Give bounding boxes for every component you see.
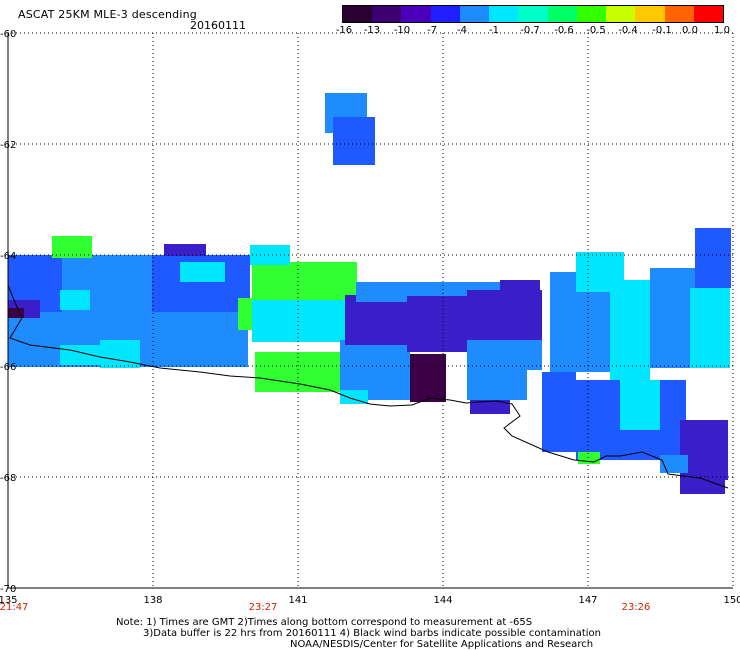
swath-cell	[252, 300, 347, 342]
swath-cell	[180, 262, 225, 282]
swath-cell	[680, 478, 725, 494]
colorbar	[342, 5, 724, 23]
swath-cell	[345, 295, 407, 345]
swath-cell	[340, 390, 368, 404]
lon-tick-label: 147	[578, 595, 597, 606]
swath-cell	[660, 455, 688, 473]
coastline	[7, 284, 729, 489]
swath-cell	[690, 288, 730, 368]
swath-cell	[695, 228, 731, 288]
lon-tick-label: 138	[143, 595, 162, 606]
colorbar-segment-0	[343, 6, 373, 22]
lat-tick-label: -62	[0, 140, 16, 151]
swath-data-layer	[8, 93, 731, 494]
colorbar-segment-5	[489, 6, 519, 22]
lat-tick-label: -60	[0, 29, 16, 40]
swath-cell	[8, 308, 24, 318]
colorbar-label: -0.7	[520, 25, 540, 36]
time-label: 23:26	[622, 602, 651, 613]
colorbar-label: -16	[335, 25, 353, 36]
swath-cell	[60, 290, 90, 310]
colorbar-label: -0.6	[554, 25, 574, 36]
time-label: 23:27	[249, 602, 278, 613]
note-line-3: NOAA/NESDIS/Center for Satellite Applica…	[290, 639, 594, 650]
colorbar-segment-4	[459, 6, 490, 22]
colorbar-segment-7	[547, 6, 577, 22]
lat-lon-grid	[7, 32, 734, 589]
lon-tick-label: 144	[433, 595, 452, 606]
product-title: ASCAT 25KM MLE-3 descending	[18, 8, 197, 21]
colorbar-label: -0.5	[586, 25, 606, 36]
colorbar-label: -0.1	[652, 25, 672, 36]
swath-cell	[164, 244, 206, 256]
swath-cell	[500, 280, 540, 298]
colorbar-label: -4	[457, 25, 467, 36]
lon-tick-label: 150	[723, 595, 740, 606]
swath-cell	[520, 340, 542, 370]
colorbar-segment-10	[635, 6, 665, 22]
swath-cell	[610, 280, 650, 380]
swath-cell	[407, 296, 467, 352]
swath-cell	[238, 298, 252, 330]
colorbar-label: 0.0	[682, 25, 698, 36]
colorbar-labels: -16 -13 -10 -7 -4 -1 -0.7 -0.6 -0.5 -0.4 -0.1 0.0 1.…	[322, 25, 740, 39]
colorbar-label: -13	[363, 25, 381, 36]
colorbar-label: -10	[393, 25, 411, 36]
swath-cell	[410, 354, 446, 402]
lat-tick-label: -64	[0, 251, 16, 262]
lon-tick-label: 141	[288, 595, 307, 606]
colorbar-label: -0.4	[618, 25, 638, 36]
colorbar-label: 1.0	[714, 25, 730, 36]
swath-cell	[60, 345, 100, 365]
swath-cell	[250, 245, 290, 265]
lat-tick-label: -70	[0, 584, 16, 595]
product-date: 20160111	[190, 19, 246, 32]
swath-cell	[578, 452, 600, 464]
swath-cell	[333, 117, 375, 165]
note-line-2: 3)Data buffer is 22 hrs from 20160111 4)…	[143, 628, 601, 639]
swath-cell	[470, 400, 510, 414]
lat-tick-label: -68	[0, 473, 16, 484]
lon-tick-label: 135	[0, 595, 18, 606]
colorbar-segment-9	[606, 6, 636, 22]
swath-cell	[52, 236, 92, 258]
swath-cell	[100, 340, 140, 368]
colorbar-segment-12	[693, 6, 724, 22]
lat-tick-label: -66	[0, 362, 16, 373]
colorbar-segment-3	[430, 6, 460, 22]
colorbar-segment-6	[518, 6, 548, 22]
note-line-1: Note: 1) Times are GMT 2)Times along bot…	[116, 617, 533, 628]
colorbar-segment-11	[664, 6, 694, 22]
colorbar-segment-8	[576, 6, 607, 22]
colorbar-segment-2	[401, 6, 431, 22]
colorbar-label: -7	[427, 25, 437, 36]
colorbar-segment-1	[372, 6, 402, 22]
colorbar-label: -1	[489, 25, 499, 36]
swath-cell	[467, 290, 542, 340]
swath-cell	[467, 340, 527, 400]
swath-cell	[620, 380, 660, 430]
time-label: 21:47	[0, 602, 28, 613]
swath-cell	[252, 262, 357, 300]
swath-cell	[542, 372, 576, 452]
